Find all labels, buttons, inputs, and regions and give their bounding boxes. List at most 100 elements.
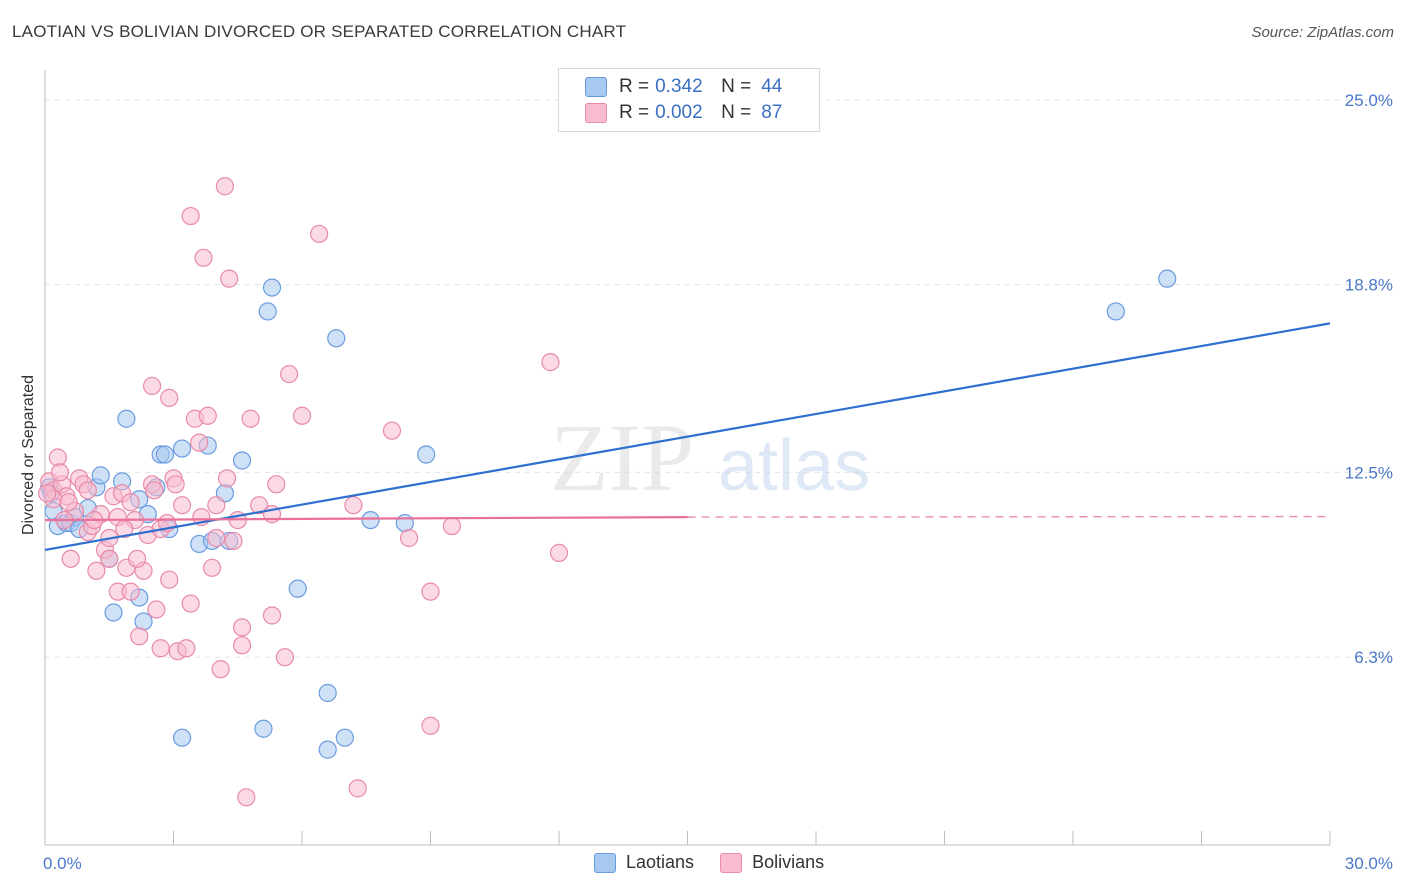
legend-n-label: N = xyxy=(721,76,752,97)
bolivian-point xyxy=(292,406,312,425)
bolivian-point xyxy=(59,493,78,512)
bolivian-point xyxy=(50,463,70,482)
grid-lines xyxy=(45,99,1395,658)
bolivian-point xyxy=(348,779,367,798)
bolivian-point xyxy=(275,648,294,667)
bolivian-point xyxy=(215,177,234,196)
bolivian-point xyxy=(220,269,239,288)
bolivian-point xyxy=(217,469,237,488)
bolivian-point xyxy=(160,570,179,589)
legend-r-label: R = xyxy=(619,102,650,123)
stats-legend: R = 0.342 N = 44 R = 0.002 N = 87 xyxy=(558,68,820,132)
legend-swatch-bolivians xyxy=(585,103,607,123)
y-axis-label: Divorced or Separated xyxy=(20,375,37,535)
bolivian-point xyxy=(78,481,97,500)
y-tick-label: 25.0% xyxy=(1345,91,1393,110)
bolivian-point xyxy=(421,716,440,735)
bolivian-point xyxy=(211,660,230,679)
bolivian-trend-extension xyxy=(687,515,1331,518)
laotian-point xyxy=(288,579,307,598)
laotian-point xyxy=(1106,302,1125,321)
trend-lines xyxy=(44,322,1331,551)
bolivian-point xyxy=(147,600,166,619)
bolivian-point xyxy=(38,484,57,503)
bolivian-point xyxy=(442,516,462,536)
bolivian-point xyxy=(224,531,243,551)
bolivian-point xyxy=(232,618,252,637)
laotian-point xyxy=(117,409,136,428)
bolivian-point xyxy=(202,558,222,577)
laotian-point xyxy=(361,510,380,530)
bolivian-point xyxy=(100,549,119,568)
laotian-point xyxy=(335,728,354,747)
legend-item-laotians[interactable]: Laotians xyxy=(594,852,694,873)
bolivian-point xyxy=(549,543,569,562)
bolivian-point xyxy=(172,496,192,515)
legend-label-laotians: Laotians xyxy=(626,852,695,872)
bolivian-point xyxy=(241,409,260,428)
bolivian-point xyxy=(130,627,149,646)
bolivian-point xyxy=(145,481,164,500)
bolivian-point xyxy=(198,406,217,425)
series-legend: Laotians Bolivians xyxy=(594,852,850,873)
chart-source: Source: ZipAtlas.com xyxy=(1251,24,1394,41)
bolivian-point xyxy=(121,582,140,601)
bolivian-point xyxy=(207,528,226,548)
bolivian-point xyxy=(194,248,213,267)
laotian-point xyxy=(155,445,175,464)
legend-n-value: 44 xyxy=(761,76,783,97)
legend-label-bolivians: Bolivians xyxy=(752,852,825,872)
legend-r-label: R = xyxy=(619,76,650,97)
bolivian-point xyxy=(142,376,162,396)
laotian-point xyxy=(172,439,192,458)
bolivian-point xyxy=(181,594,200,613)
bolivian-point xyxy=(344,496,363,515)
laotian-point xyxy=(1158,269,1177,288)
y-tick-label: 6.3% xyxy=(1354,648,1393,667)
x-tick-label: 30.0% xyxy=(1345,854,1393,873)
laotian-point xyxy=(232,451,252,470)
laotian-point xyxy=(318,683,337,703)
bolivian-point xyxy=(250,496,269,515)
legend-swatch-laotians xyxy=(594,852,616,873)
bolivian-point xyxy=(61,549,80,568)
bolivian-point xyxy=(190,433,209,452)
bolivian-point xyxy=(181,206,200,226)
bolivian-trend-line xyxy=(44,516,688,522)
bolivian-point xyxy=(166,475,185,494)
bolivian-point xyxy=(232,636,252,655)
bolivian-point xyxy=(267,475,286,494)
bolivian-point xyxy=(310,224,329,244)
legend-r-value: 0.342 xyxy=(655,76,703,97)
chart-title: LAOTIAN VS BOLIVIAN DIVORCED OR SEPARATE… xyxy=(12,22,627,41)
laotian-point xyxy=(254,719,273,738)
axes xyxy=(44,70,1331,846)
bolivian-point xyxy=(207,496,226,515)
bolivian-point xyxy=(382,421,402,440)
legend-row-bolivians: R = 0.002 N = 87 xyxy=(585,100,782,126)
laotian-point xyxy=(262,278,282,297)
laotian-point xyxy=(134,612,153,631)
bolivian-point xyxy=(127,549,147,568)
bolivian-point xyxy=(237,788,256,807)
legend-swatch-bolivians xyxy=(720,852,743,873)
y-tick-label: 12.5% xyxy=(1345,463,1393,482)
laotian-point xyxy=(104,603,123,622)
bolivian-point xyxy=(421,582,440,601)
laotian-point xyxy=(91,466,110,485)
legend-row-laotians: R = 0.342 N = 44 xyxy=(585,74,782,100)
legend-n-label: N = xyxy=(721,102,752,123)
bolivian-point xyxy=(399,528,419,548)
legend-item-bolivians[interactable]: Bolivians xyxy=(720,852,824,873)
laotian-point xyxy=(395,513,414,533)
bolivian-point xyxy=(151,639,170,658)
laotian-point xyxy=(417,445,436,464)
legend-n-value: 87 xyxy=(761,102,783,123)
laotian-point xyxy=(172,728,192,747)
bolivian-point xyxy=(280,364,299,384)
x-tick-label: 0.0% xyxy=(43,854,82,873)
laotian-point xyxy=(318,740,337,759)
legend-swatch-laotians xyxy=(585,77,607,97)
bolivian-point xyxy=(160,388,179,407)
